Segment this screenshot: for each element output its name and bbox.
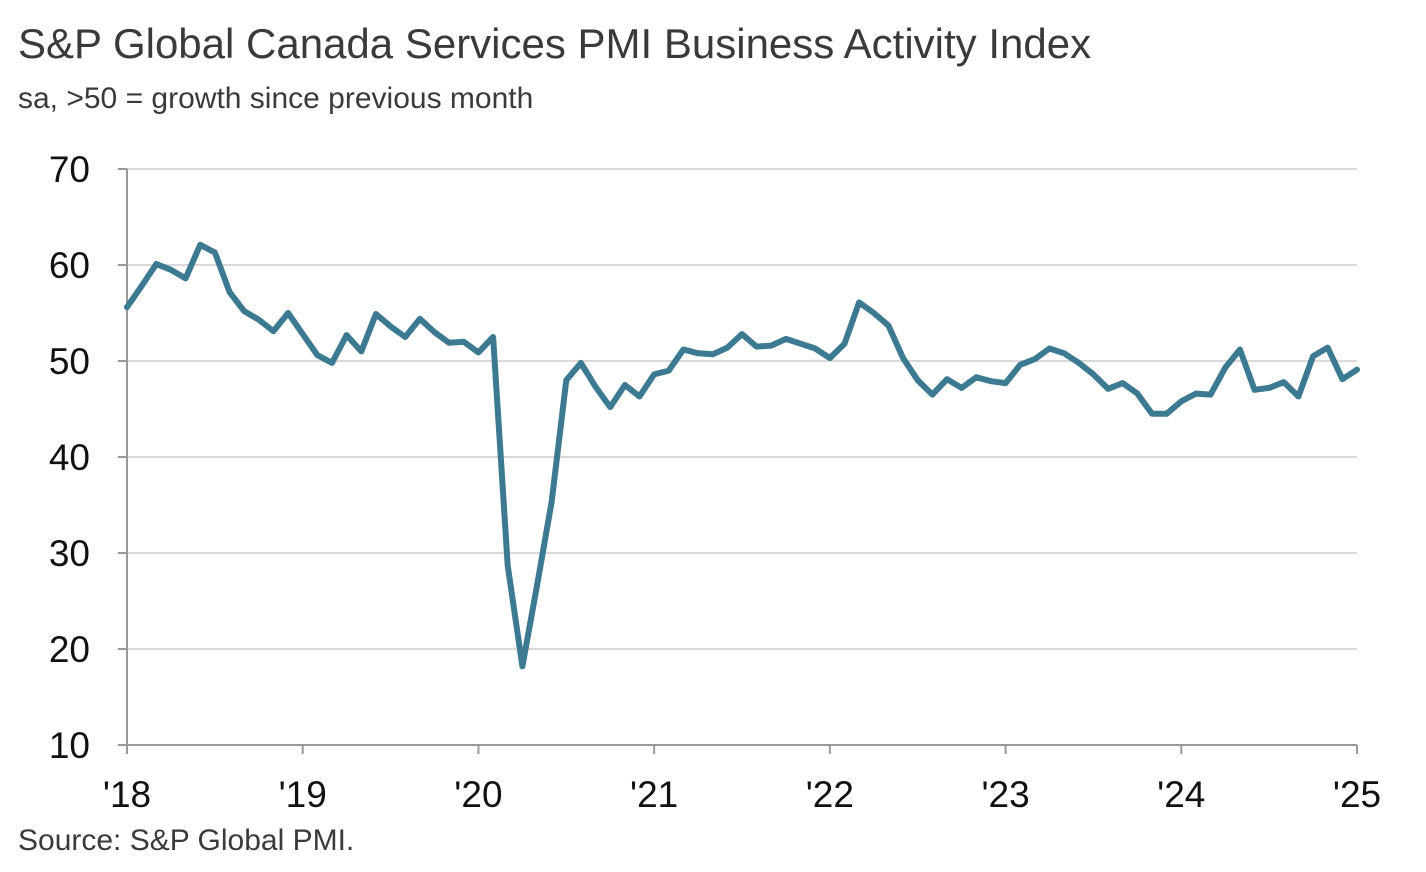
x-tick-label: '25: [1333, 774, 1381, 815]
y-tick-label: 30: [49, 533, 90, 574]
chart-title: S&P Global Canada Services PMI Business …: [18, 20, 1092, 67]
x-tick-label: '18: [103, 774, 151, 815]
x-tick-label: '23: [981, 774, 1029, 815]
y-tick-label: 10: [49, 725, 90, 766]
x-tick-label: '20: [454, 774, 502, 815]
x-tick-label: '24: [1157, 774, 1205, 815]
chart-subtitle: sa, >50 = growth since previous month: [18, 82, 534, 115]
x-tick-label: '22: [806, 774, 854, 815]
y-tick-label: 70: [49, 149, 90, 190]
y-tick-label: 20: [49, 629, 90, 670]
chart-source: Source: S&P Global PMI.: [18, 824, 355, 857]
x-tick-label: '19: [279, 774, 327, 815]
y-tick-label: 40: [49, 437, 90, 478]
series-line-0: [124, 241, 1360, 670]
y-tick-label: 60: [49, 245, 90, 286]
y-tick-label: 50: [49, 341, 90, 382]
x-tick-label: '21: [630, 774, 678, 815]
